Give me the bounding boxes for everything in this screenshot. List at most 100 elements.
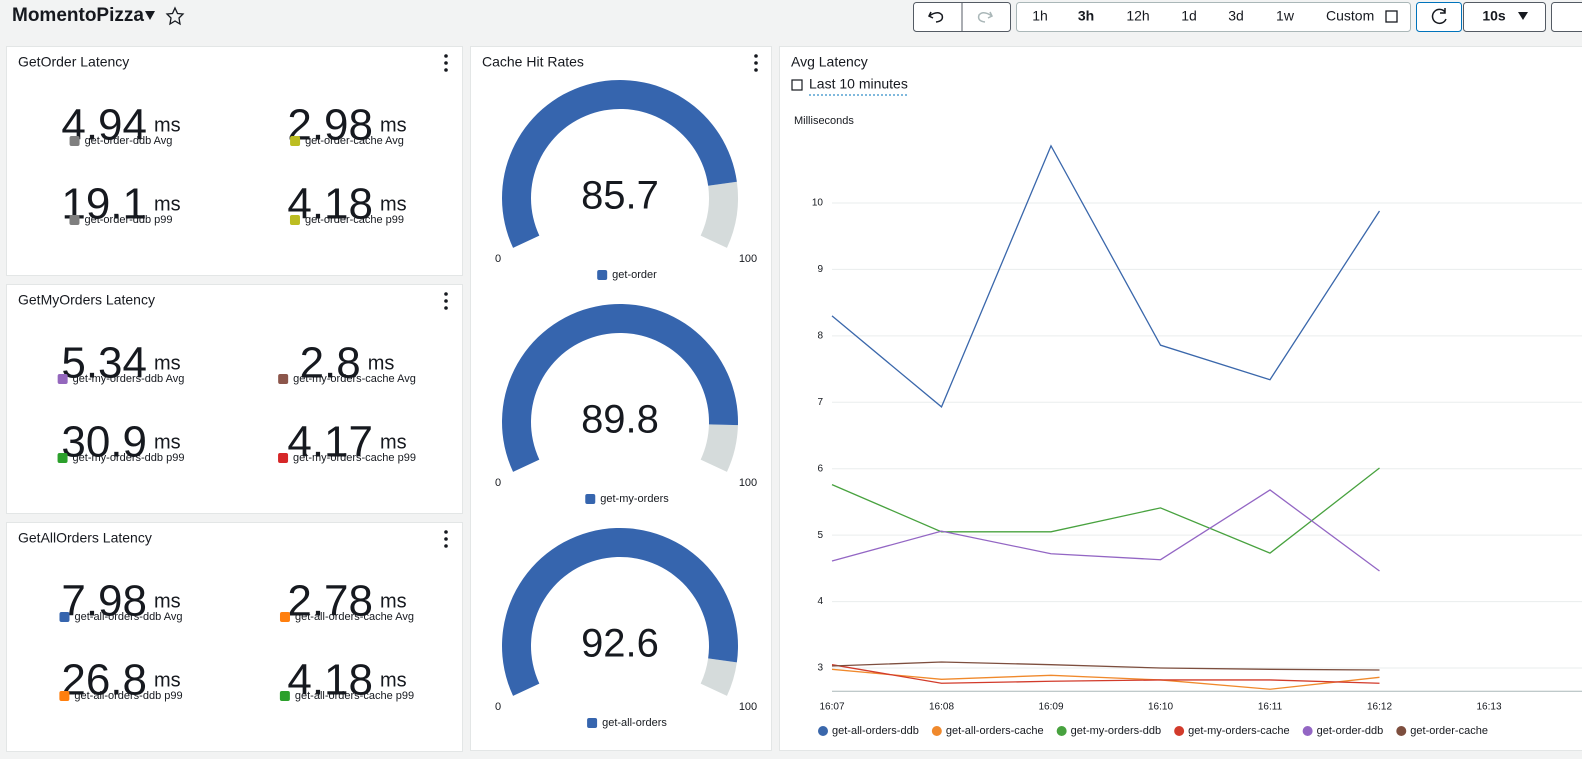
gauge-min: 0 [495,477,501,489]
metric-swatch [69,215,80,225]
panel-menu[interactable] [444,299,448,303]
y-tick-label: 4 [817,596,823,607]
legend-swatch [931,726,942,736]
x-tick-label: 16:10 [1148,702,1173,713]
legend-label: get-my-orders-ddb [1071,725,1161,737]
metric-label: get-order-cache p99 [305,214,404,226]
series-line [831,467,1380,554]
time-range-option[interactable]: 3d [1228,8,1244,24]
legend-label: get-order-ddb [1317,725,1384,737]
x-tick-label: 16:13 [1476,702,1501,713]
panel-menu[interactable] [754,54,758,58]
panel [779,46,1582,751]
calendar-icon [1385,10,1398,23]
time-range-option[interactable]: 1d [1181,8,1197,24]
metric-unit: ms [380,590,407,612]
metric-unit: ms [154,431,181,453]
redo-button[interactable] [977,11,994,23]
metric-unit: ms [154,590,181,612]
series-line [831,489,1380,572]
legend-swatch [1174,726,1185,736]
refresh-interval-button[interactable] [1463,2,1546,32]
metric-label: get-my-orders-ddb Avg [73,373,185,385]
metric-swatch [278,453,289,463]
metric-swatch [278,374,289,384]
metric-unit: ms [380,431,407,453]
gauge-min: 0 [495,253,501,265]
time-range-group [1016,2,1411,32]
metric-label: get-all-orders-ddb p99 [74,690,182,702]
gauge-min: 0 [495,701,501,713]
gauge-value: 89.8 [581,398,659,442]
y-tick-label: 9 [817,264,823,275]
time-range-option[interactable]: 1w [1276,8,1295,24]
x-tick-label: 16:11 [1258,702,1283,713]
gauge-fill [502,528,738,696]
panel-menu[interactable] [754,61,758,65]
panel-menu[interactable] [444,68,448,72]
legend-label: get-order-cache [1410,725,1488,737]
y-tick-label: 7 [817,397,823,408]
dashboard-title: MomentoPizza [12,5,144,26]
metric-unit: ms [154,669,181,691]
metric-label: get-all-orders-ddb Avg [74,611,182,623]
refresh-icon [1431,8,1447,25]
metric-value: 4.18 [287,656,373,705]
metric-label: get-my-orders-ddb p99 [73,452,185,464]
metric-unit: ms [380,114,407,136]
metric-swatch [279,691,290,701]
metric-unit: ms [380,193,407,215]
undo-button[interactable] [927,11,944,23]
time-range-option[interactable]: 12h [1126,8,1149,24]
metric-label: get-order-ddb Avg [85,135,173,147]
gauge-legend-swatch [587,718,598,728]
panel-menu[interactable] [444,61,448,65]
metric-value: 30.9 [61,418,147,467]
metric-swatch [69,136,80,146]
metric-label: get-order-ddb p99 [84,214,172,226]
x-tick-label: 16:07 [819,702,844,713]
metric-swatch [57,453,68,463]
panel-menu[interactable] [444,292,448,296]
metric-value: 2.78 [287,577,373,626]
title-caret[interactable] [145,11,155,20]
metric-swatch [57,374,68,384]
custom-range[interactable]: Custom [1326,8,1374,24]
legend-label: get-my-orders-cache [1188,725,1289,737]
legend-label: get-all-orders-ddb [832,725,919,737]
gauge-track [700,658,737,696]
metric-value: 26.8 [61,656,147,705]
gauge-max: 100 [739,701,757,713]
time-range-link[interactable]: Last 10 minutes [809,76,908,92]
gauge-track [700,181,738,248]
metric-swatch [290,136,301,146]
time-range-icon [791,79,803,91]
metric-value: 4.17 [287,418,373,467]
favorite-star[interactable] [165,6,185,26]
metric-label: get-my-orders-cache p99 [293,452,416,464]
panel-menu[interactable] [444,530,448,534]
refresh-button[interactable] [1416,2,1462,32]
panel-menu[interactable] [754,68,758,72]
refresh-interval: 10s [1482,8,1506,24]
panel-menu[interactable] [444,544,448,548]
panel [6,46,463,276]
time-range-option[interactable]: 3h [1078,8,1094,24]
panel-menu[interactable] [444,537,448,541]
metric-value: 5.34 [61,339,147,388]
time-range-option[interactable]: 1h [1032,8,1048,24]
y-tick-label: 6 [817,463,823,474]
metric-label: get-all-orders-cache p99 [295,690,414,702]
overflow-button[interactable] [1551,2,1582,32]
legend-swatch [1302,726,1313,736]
metric-value: 4.18 [287,180,373,229]
gauge-legend: get-all-orders [602,717,667,729]
y-tick-label: 3 [817,663,823,674]
panel-menu[interactable] [444,306,448,310]
panel-title: Avg Latency [791,54,868,70]
panel [6,284,463,514]
panel-title: GetOrder Latency [18,54,129,70]
gauge-fill [501,79,737,248]
panel-menu[interactable] [444,54,448,58]
